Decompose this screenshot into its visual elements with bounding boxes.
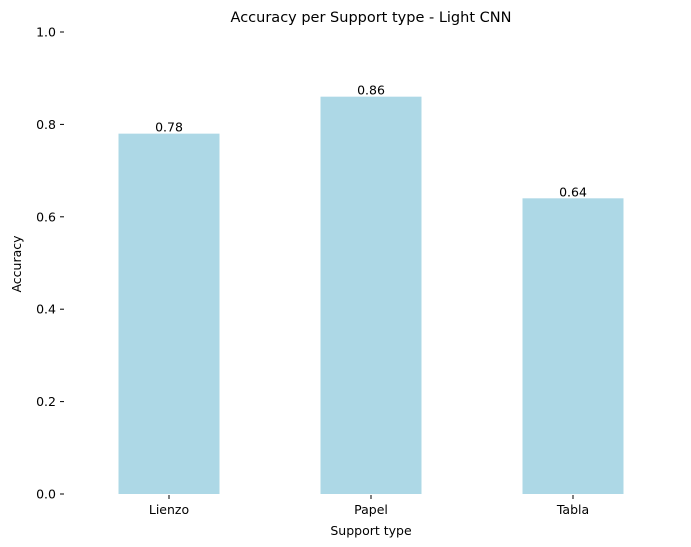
x-axis: Lienzo Papel Tabla bbox=[149, 495, 589, 517]
y-axis: 0.0 0.2 0.4 0.6 0.8 1.0 bbox=[36, 25, 64, 502]
x-tick-label: Lienzo bbox=[149, 502, 189, 517]
bar-tabla bbox=[522, 198, 624, 494]
y-tick-label: 0.4 bbox=[36, 302, 56, 317]
y-tick-label: 0.8 bbox=[36, 117, 56, 132]
bar-value-label: 0.64 bbox=[559, 184, 587, 199]
bar-value-label: 0.86 bbox=[357, 83, 385, 98]
chart-title: Accuracy per Support type - Light CNN bbox=[231, 10, 512, 26]
x-axis-label: Support type bbox=[330, 523, 412, 538]
bar-lienzo bbox=[118, 133, 220, 494]
y-tick-label: 0.2 bbox=[36, 394, 56, 409]
bar-papel bbox=[320, 96, 422, 495]
y-tick-label: 0.0 bbox=[36, 487, 56, 502]
x-tick-label: Tabla bbox=[556, 502, 589, 517]
y-tick-label: 0.6 bbox=[36, 209, 56, 224]
y-tick-label: 1.0 bbox=[36, 25, 56, 40]
bars: 0.78 0.86 0.64 bbox=[118, 83, 624, 495]
x-tick-label: Papel bbox=[354, 502, 388, 517]
bar-value-label: 0.78 bbox=[155, 120, 183, 135]
y-axis-label: Accuracy bbox=[9, 235, 24, 293]
